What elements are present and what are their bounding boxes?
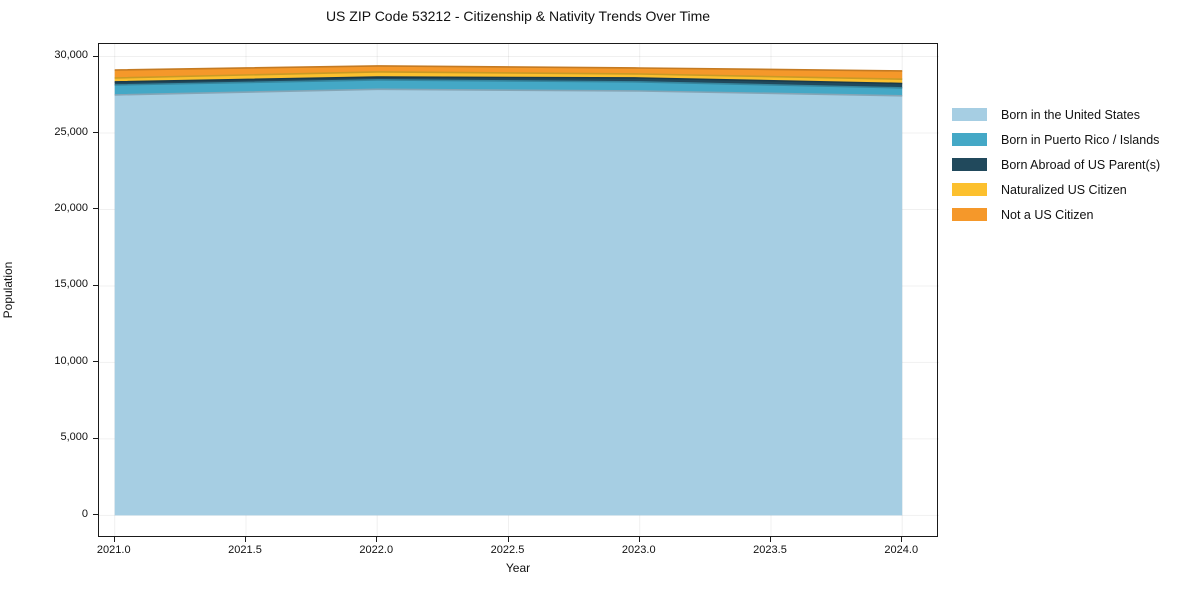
x-tick-mark	[638, 537, 640, 542]
legend-item-2: Born Abroad of US Parent(s)	[952, 152, 1160, 177]
legend-swatch-icon	[952, 133, 987, 146]
y-tick-label: 25,000	[54, 125, 88, 138]
legend-label: Born in Puerto Rico / Islands	[1001, 132, 1160, 147]
y-tick-label: 10,000	[54, 354, 88, 367]
y-tick-mark	[93, 361, 98, 363]
legend-label: Born Abroad of US Parent(s)	[1001, 157, 1161, 172]
area-edge-1	[114, 79, 903, 89]
legend-swatch-icon	[952, 158, 987, 171]
x-axis-label: Year	[505, 561, 531, 575]
y-tick-label: 30,000	[54, 49, 88, 62]
chart-title: US ZIP Code 53212 - Citizenship & Nativi…	[325, 8, 711, 24]
y-tick-label: 5,000	[60, 431, 88, 444]
x-tick-mark	[245, 537, 246, 542]
x-tick-label: 2023.5	[753, 544, 787, 556]
y-tick-mark	[93, 437, 98, 439]
y-tick-mark	[93, 55, 98, 57]
x-tick-label: 2021.0	[96, 544, 131, 556]
legend-item-0: Born in the United States	[952, 102, 1160, 127]
x-tick-label: 2022.0	[359, 544, 394, 556]
x-tick-mark	[770, 537, 771, 542]
y-tick-label: 15,000	[54, 278, 88, 291]
x-tick-mark	[507, 537, 509, 542]
x-tick-label: 2024.0	[884, 544, 919, 556]
legend: Born in the United States Born in Puerto …	[952, 102, 1160, 227]
y-tick-mark	[93, 284, 98, 286]
y-tick-mark	[93, 132, 98, 133]
legend-swatch-icon	[952, 208, 987, 221]
legend-label: Not a US Citizen	[1001, 207, 1094, 222]
x-tick-mark	[113, 537, 115, 542]
legend-item-3: Naturalized US Citizen	[952, 177, 1160, 202]
x-tick-label: 2023.0	[621, 544, 656, 556]
plot-area	[98, 43, 939, 538]
area-edge-2	[114, 76, 903, 85]
x-tick-mark	[901, 537, 903, 542]
y-tick-label: 20,000	[54, 201, 88, 214]
x-tick-mark	[376, 537, 378, 542]
y-tick-label: 0	[81, 507, 88, 520]
area-series-0	[114, 89, 903, 516]
legend-label: Born in the United States	[1001, 107, 1140, 122]
x-tick-label: 2021.5	[228, 544, 262, 556]
x-tick-label: 2022.5	[490, 544, 525, 556]
area-edge-0	[114, 88, 903, 97]
y-tick-mark	[93, 208, 98, 210]
legend-swatch-icon	[952, 108, 987, 121]
y-tick-mark	[93, 514, 98, 516]
area-edge-4	[114, 65, 903, 72]
area-edge-3	[114, 71, 903, 80]
stacked-area-chart	[99, 44, 939, 538]
legend-item-4: Not a US Citizen	[952, 202, 1160, 227]
legend-label: Naturalized US Citizen	[1001, 182, 1127, 197]
area-series-3	[114, 71, 903, 84]
legend-swatch-icon	[952, 183, 987, 196]
legend-item-1: Born in Puerto Rico / Islands	[952, 127, 1160, 152]
